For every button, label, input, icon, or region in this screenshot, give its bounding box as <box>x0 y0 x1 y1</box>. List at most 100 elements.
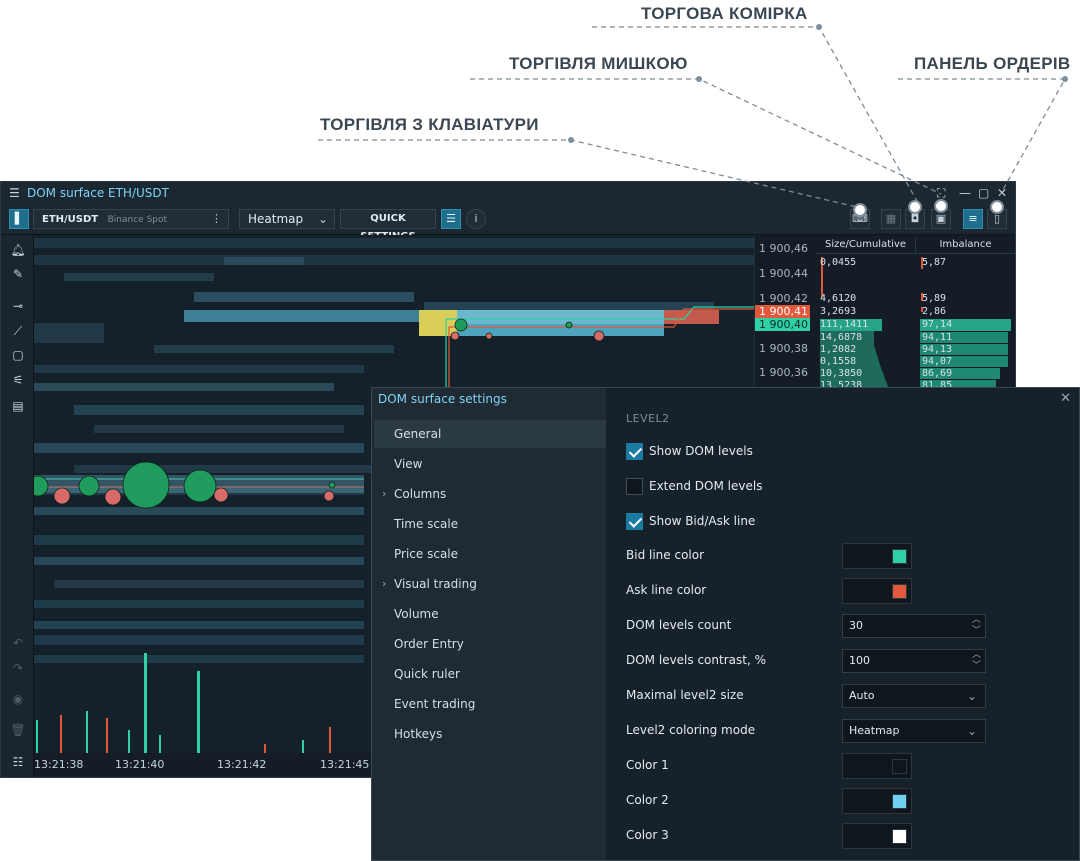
trash-icon[interactable]: 🗑︎ <box>10 723 26 737</box>
nav-item-hotkeys[interactable]: Hotkeys <box>374 720 606 748</box>
nav-item-label: View <box>394 457 423 471</box>
settings-sliders-icon[interactable]: ☰ <box>441 209 461 229</box>
dom-levels-count-input[interactable]: 30 ︿ ﹀ <box>842 614 986 638</box>
trade-bubble-sell <box>485 332 493 340</box>
rectangle-icon[interactable]: ▢ <box>12 348 24 362</box>
dom-imbalance-cell: 81,85 <box>922 380 953 391</box>
leader-dot <box>696 76 702 82</box>
trade-bubble-sell <box>213 487 229 503</box>
ruler-icon[interactable]: ⚟ <box>12 373 24 387</box>
leader-dot <box>816 24 822 30</box>
redo-icon[interactable]: ↷ <box>12 661 24 675</box>
orders-panel-icon[interactable]: ▯ <box>987 209 1007 229</box>
color2-picker[interactable] <box>842 788 912 814</box>
nav-item-price-scale[interactable]: Price scale <box>374 540 606 568</box>
time-tick-label: 13:21:42 <box>217 758 267 771</box>
show-bid-ask-line-checkbox[interactable] <box>626 513 643 530</box>
trade-cell-icon[interactable]: ▦ <box>881 209 901 229</box>
nav-item-label: Columns <box>394 487 447 501</box>
undo-icon[interactable]: ↶ <box>12 636 24 650</box>
nav-item-visual-trading[interactable]: › Visual trading <box>374 570 606 598</box>
fullscreen-icon[interactable]: ⛶ <box>937 186 946 200</box>
text-note-icon[interactable]: ▤ <box>12 399 24 413</box>
window-titlebar: ☰ DOM surface ETH/USDT ⛶ — ▢ ✕ <box>1 182 1015 206</box>
nav-item-quick-ruler[interactable]: Quick ruler <box>374 660 606 688</box>
nav-item-event-trading[interactable]: Event trading <box>374 690 606 718</box>
bid-line <box>445 306 754 506</box>
hamburger-icon[interactable]: ☰ <box>9 186 20 200</box>
chevron-right-icon: › <box>382 487 387 500</box>
mouse-trading-icon[interactable]: ◘ <box>905 209 925 229</box>
dom-size-cell: 14,6878 <box>820 332 863 343</box>
bid-line-color-picker[interactable] <box>842 543 912 569</box>
symbol-selector[interactable]: ETH/USDT Binance Spot ⋮ <box>33 209 229 229</box>
nav-item-view[interactable]: View <box>374 450 606 478</box>
chevron-down-icon: ⌄ <box>317 212 328 226</box>
nav-item-volume[interactable]: Volume <box>374 600 606 628</box>
dom-size-cell: 4,6120 <box>820 293 857 304</box>
dom-imbalance-cell: 5,87 <box>922 257 947 268</box>
price-tick-label: 1 900,36 <box>759 366 808 379</box>
hide-drawings-icon[interactable]: ◉ <box>12 692 24 706</box>
minimize-icon[interactable]: — <box>959 186 971 200</box>
dom-table-bars <box>820 257 1011 395</box>
level2-coloring-mode-select[interactable]: Heatmap ⌄ <box>842 719 986 743</box>
color3-label: Color 3 <box>626 828 669 842</box>
dom-levels-contrast-value: 100 <box>849 654 870 667</box>
dom-levels-count-value: 30 <box>849 619 863 632</box>
pencil-icon[interactable]: ✎ <box>12 267 24 281</box>
more-options-icon[interactable]: ⋮ <box>211 212 222 225</box>
column-header-imbalance[interactable]: Imbalance <box>916 237 1015 254</box>
extend-dom-levels-label: Extend DOM levels <box>649 479 763 493</box>
stepper-arrows-icon[interactable]: ︿ ﹀ <box>971 615 981 636</box>
maximal-level2-size-select[interactable]: Auto ⌄ <box>842 684 986 708</box>
ask-line-color-picker[interactable] <box>842 578 912 604</box>
trading-panel-icon[interactable]: ▣ <box>931 209 951 229</box>
time-tick-label: 13:21:45 <box>320 758 370 771</box>
leader-dot <box>1062 76 1068 82</box>
nav-item-time-scale[interactable]: Time scale <box>374 510 606 538</box>
nav-item-columns[interactable]: › Columns <box>374 480 606 508</box>
quick-settings-button[interactable]: QUICK SETTINGS <box>340 209 436 242</box>
price-tick-label: 1 900,42 <box>759 292 808 305</box>
color3-picker[interactable] <box>842 823 912 849</box>
nav-item-general[interactable]: General <box>374 420 606 448</box>
dom-size-cell: 13,5238 <box>820 380 863 391</box>
info-icon[interactable]: i <box>466 209 486 229</box>
dom-levels-contrast-input[interactable]: 100 ︿ ﹀ <box>842 649 986 673</box>
stepper-arrows-icon[interactable]: ︿ ﹀ <box>971 650 981 671</box>
alert-bell-icon[interactable]: 🔔︎ <box>10 243 26 257</box>
close-icon[interactable]: ✕ <box>997 186 1008 200</box>
leader-orders-panel <box>898 78 1067 196</box>
callout-mouse-trading: ТОРГІВЛЯ МИШКОЮ <box>509 54 688 73</box>
dom-table-icon[interactable]: ≡ <box>963 209 983 229</box>
list-icon[interactable]: ☷ <box>12 755 24 769</box>
trade-bubble-buy <box>183 469 217 503</box>
dom-size-cell: 0,0455 <box>820 257 857 268</box>
trade-bubble-buy <box>565 321 573 329</box>
color1-picker[interactable] <box>842 753 912 779</box>
toolbar: ▌ ETH/USDT Binance Spot ⋮ Heatmap ⌄ QUIC… <box>1 206 1015 242</box>
extend-dom-levels-checkbox[interactable] <box>626 478 643 495</box>
panel-toggle-icon[interactable]: ▌ <box>9 209 29 229</box>
maximize-icon[interactable]: ▢ <box>978 186 990 200</box>
trade-bubble-sell <box>53 487 71 505</box>
view-mode-select[interactable]: Heatmap ⌄ <box>239 209 335 229</box>
trade-bubble-buy <box>78 475 100 497</box>
time-tick-label: 13:21:38 <box>34 758 84 771</box>
keyboard-trading-icon[interactable]: ⌨ <box>850 209 870 229</box>
bid-line-color-swatch <box>892 549 907 564</box>
nav-item-order-entry[interactable]: Order Entry <box>374 630 606 658</box>
nav-item-label: Price scale <box>394 547 459 561</box>
show-dom-levels-checkbox[interactable] <box>626 443 643 460</box>
trend-line-icon[interactable]: ⟋ <box>13 324 23 338</box>
dom-imbalance-cell: 94,11 <box>922 332 953 343</box>
column-header-size[interactable]: Size/Cumulative <box>816 237 916 254</box>
horizontal-line-icon[interactable]: ⊸ <box>12 299 24 313</box>
nav-item-label: General <box>394 427 442 441</box>
maximal-level2-size-value: Auto <box>849 689 875 702</box>
nav-item-label: Visual trading <box>394 577 477 591</box>
leader-dot <box>568 137 574 143</box>
drawing-toolbar: 🔔︎ ✎ ⊸ ⟋ ▢ ⚟ ▤ ↶ ↷ ◉ 🗑︎ ☷ <box>1 235 34 777</box>
close-icon[interactable]: ✕ <box>1060 391 1071 406</box>
